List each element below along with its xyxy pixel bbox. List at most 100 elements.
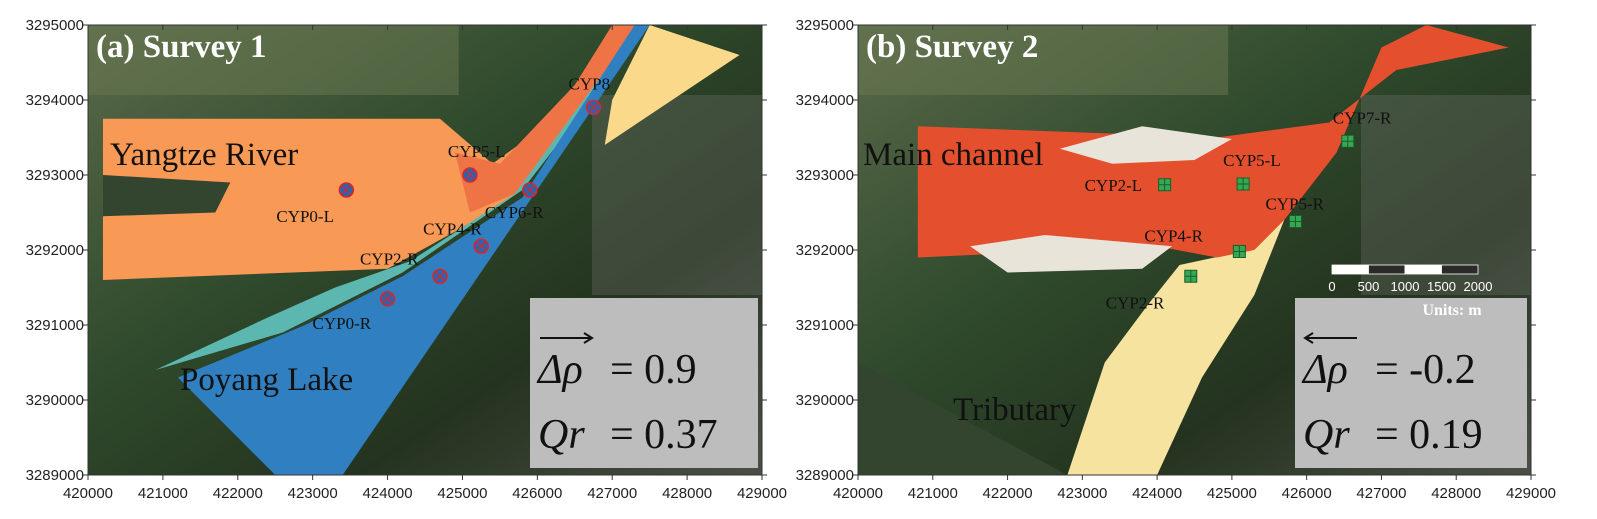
station-label: CYP4-R [423, 219, 482, 238]
scale-tick-label: 2000 [1464, 279, 1493, 294]
station-marker: CYP6-R [485, 182, 544, 222]
delta-rho-label: Δρ [536, 347, 583, 393]
cross-icon [475, 240, 487, 252]
qr-label: Qr [1303, 412, 1350, 458]
scale-segment [1331, 264, 1369, 275]
stats-box-background [530, 298, 758, 468]
arrow-right-icon [540, 332, 594, 344]
station-label: CYP2-R [1106, 293, 1165, 312]
cross-icon [524, 184, 536, 196]
grid-lines-icon [1233, 245, 1246, 258]
x-tick-label: 420000 [63, 485, 113, 502]
y-tick-label: 3292000 [796, 242, 854, 259]
lower-left-river [858, 362, 1068, 475]
station-label: CYP0-L [276, 207, 334, 226]
panel-title: (a) Survey 1 [96, 29, 266, 65]
north-sandbar [1059, 126, 1232, 164]
station-label: CYP5-L [1223, 151, 1281, 170]
station-marker: CYP2-R [1106, 269, 1198, 312]
station-label: CYP4-R [1144, 227, 1203, 246]
y-tick-label: 3289000 [796, 467, 854, 484]
grid-lines-icon [1341, 135, 1354, 148]
station-marker: CYP0-L [276, 182, 355, 226]
x-tick-label: 429000 [737, 485, 787, 502]
x-tick-label: 426000 [512, 485, 562, 502]
scale-bar: 0 500 1000 1500 2000 Units: m [1328, 264, 1493, 319]
farmland-texture [88, 25, 459, 95]
farmland-texture [858, 25, 1229, 95]
y-tick-label: 3290000 [26, 392, 84, 409]
x-tick-label: 424000 [363, 485, 413, 502]
grid-lines-icon [1158, 178, 1171, 191]
y-tick-label: 3290000 [796, 392, 854, 409]
cross-icon [588, 102, 599, 113]
stats-box-background [1295, 298, 1527, 468]
y-tick-label: 3294000 [796, 92, 854, 109]
y-tick-label: 3292000 [26, 242, 84, 259]
station-marker: CYP4-R [1144, 227, 1246, 258]
region-label: Main channel [863, 137, 1044, 173]
station-label: CYP2-L [1085, 176, 1143, 195]
x-tick-label: 427000 [587, 485, 637, 502]
poyang-lake-region [177, 25, 650, 475]
stats-box: Δρ = 0.9 Qr = 0.37 [530, 298, 758, 468]
station-label: CYP0-R [313, 314, 372, 333]
x-tick-label: 423000 [1057, 485, 1107, 502]
scale-units: Units: m [1422, 302, 1482, 319]
station-marker: CYP7-R [1333, 108, 1392, 148]
grid-lines-icon [1237, 178, 1250, 190]
scale-tick-label: 1000 [1391, 279, 1420, 294]
x-tick-label: 423000 [288, 485, 338, 502]
station-label: CYP5-R [1265, 195, 1324, 214]
scale-segment [1404, 264, 1442, 275]
station-marker: CYP5-L [448, 142, 506, 183]
cross-icon [382, 293, 393, 305]
station-marker: CYP5-R [1265, 195, 1325, 228]
x-tick-label: 420000 [833, 485, 883, 502]
y-tick-label: 3295000 [796, 17, 854, 34]
x-tick-label: 428000 [662, 485, 712, 502]
station-label: CYP2-R [360, 249, 419, 268]
x-tick-label: 426000 [1282, 485, 1332, 502]
x-tick-label: 422000 [983, 485, 1033, 502]
y-tick-label: 3293000 [26, 167, 84, 184]
station-marker: CYP0-R [313, 291, 396, 333]
grid-lines-icon [1289, 215, 1302, 228]
station-marker: CYP5-L [1223, 151, 1281, 191]
y-tick-label: 3291000 [796, 317, 854, 334]
tributary-region [1067, 220, 1285, 475]
sandbar-region [102, 175, 231, 217]
mixing-zone-region [454, 25, 639, 213]
qr-label: Qr [538, 412, 585, 458]
station-marker: CYP8 [569, 75, 611, 116]
scale-tick-label: 1500 [1427, 279, 1456, 294]
scale-tick-label: 500 [1358, 279, 1380, 294]
yangtze-river-region [102, 25, 643, 280]
qr-value: = 0.37 [610, 412, 718, 458]
delta-rho-value: = -0.2 [1375, 347, 1476, 393]
panel-a: 420000 421000 422000 423000 424000 425000 4260… [26, 17, 787, 502]
scale-segment [1368, 264, 1406, 275]
y-tick-label: 3294000 [26, 92, 84, 109]
region-label: Yangtze River [110, 137, 298, 173]
x-tick-label: 429000 [1506, 485, 1556, 502]
y-tick-label: 3289000 [26, 467, 84, 484]
town-texture [1361, 95, 1531, 295]
station-label: CYP8 [569, 75, 611, 94]
cross-icon [464, 169, 476, 181]
scale-tick-label: 0 [1328, 279, 1335, 294]
region-label: Poyang Lake [180, 362, 353, 398]
arrow-left-icon [1303, 332, 1357, 344]
panel-b: 420000 421000 422000 423000 424000 425000 4260… [796, 17, 1556, 502]
delta-rho-label: Δρ [1301, 347, 1348, 393]
x-tick-label: 425000 [437, 485, 487, 502]
region-label: Tributary [953, 392, 1077, 428]
panel-title: (b) Survey 2 [866, 29, 1038, 65]
y-tick-label: 3291000 [26, 317, 84, 334]
y-tick-label: 3295000 [26, 17, 84, 34]
x-tick-label: 422000 [213, 485, 263, 502]
station-label: CYP6-R [485, 203, 544, 222]
x-tick-label: 425000 [1207, 485, 1257, 502]
right-bank-shallow [604, 25, 740, 145]
